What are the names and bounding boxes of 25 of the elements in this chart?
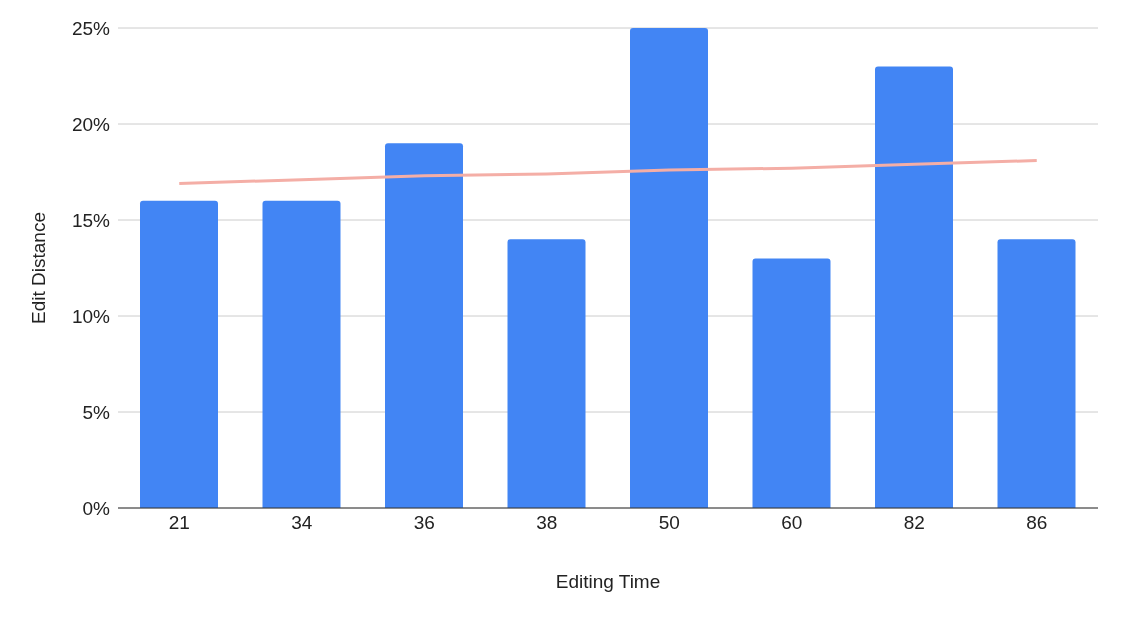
x-tick-label: 50 <box>658 512 680 534</box>
x-tick-label: 34 <box>291 512 313 534</box>
bar <box>507 239 586 508</box>
bar <box>997 239 1076 508</box>
bar <box>630 28 708 508</box>
x-tick-label: 60 <box>781 512 803 534</box>
y-tick-label: 15% <box>71 209 111 231</box>
bar <box>140 200 218 508</box>
bar <box>385 143 463 508</box>
x-tick-label: 82 <box>903 512 925 534</box>
y-tick-label: 20% <box>71 113 111 135</box>
x-tick-label: 86 <box>1026 512 1048 534</box>
bar <box>262 200 341 508</box>
y-axis-title: Edit Distance <box>27 212 49 324</box>
line-series <box>177 158 1039 186</box>
x-tick-label: 36 <box>413 512 435 534</box>
y-tick-label: 0% <box>82 497 111 519</box>
y-tick-label: 5% <box>82 401 111 423</box>
bar <box>875 66 953 508</box>
y-tick-label: 25% <box>71 17 111 39</box>
x-axis-title: Editing Time <box>555 571 661 592</box>
x-tick-label: 21 <box>168 512 190 534</box>
x-tick-label: 38 <box>536 512 558 534</box>
y-tick-label: 10% <box>71 305 111 327</box>
bar <box>752 258 831 508</box>
